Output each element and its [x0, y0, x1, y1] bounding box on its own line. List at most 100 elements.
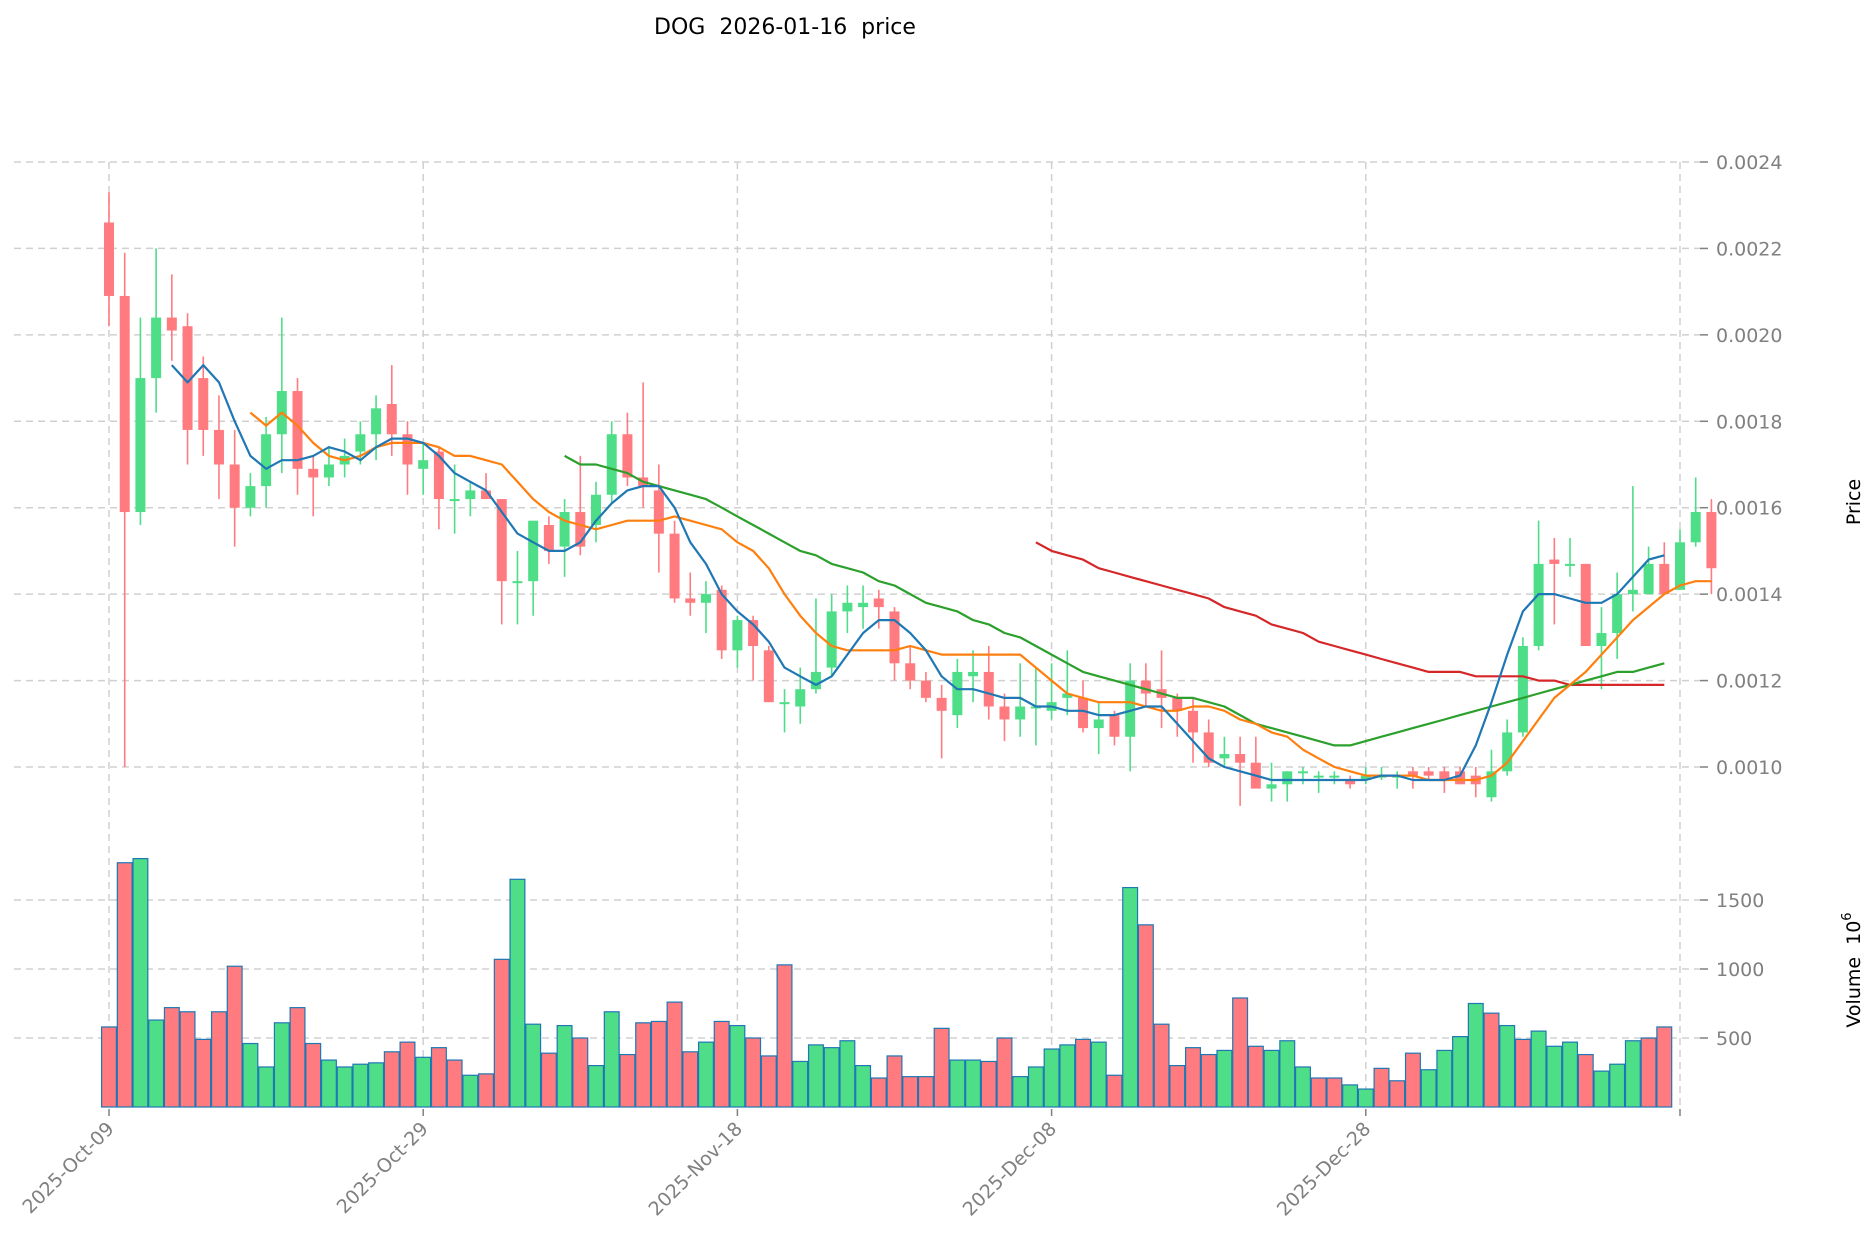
volume-bar: [1043, 1048, 1060, 1108]
volume-bar: [1169, 1064, 1186, 1108]
volume-bar: [1389, 1080, 1406, 1108]
volume-bar: [179, 1011, 196, 1108]
candle: [465, 481, 476, 517]
candle: [433, 447, 444, 530]
volume-bars: [100, 857, 1673, 1108]
volume-bar: [258, 1066, 275, 1108]
candle: [1250, 736, 1261, 789]
candle: [1423, 767, 1434, 780]
candle: [1690, 477, 1701, 547]
price-y-axis: 0.0010 0.0012 0.0014 0.0016 0.0018 0.0020 0.00…: [1700, 152, 1782, 779]
volume-bar: [1184, 1047, 1201, 1108]
price-tick-label: 0.0022: [1716, 238, 1782, 260]
volume-bar: [305, 1042, 322, 1108]
volume-bar: [1200, 1053, 1217, 1108]
volume-bar: [289, 1007, 306, 1108]
volume-bar: [839, 1040, 856, 1108]
candle: [1140, 663, 1151, 707]
volume-tick-label: 1500: [1716, 890, 1764, 912]
candle: [1345, 775, 1356, 789]
volume-bar: [588, 1064, 605, 1108]
volume-bar: [1609, 1063, 1626, 1108]
volume-bar: [1593, 1070, 1610, 1108]
volume-bar: [493, 958, 510, 1108]
volume-bar: [807, 1044, 824, 1108]
price-tick-label: 0.0024: [1716, 152, 1782, 174]
candle: [166, 274, 177, 361]
volume-bar: [682, 1051, 699, 1108]
candle: [873, 589, 884, 629]
x-tick-label: 2025-Dec-28: [1273, 1118, 1376, 1221]
candle: [213, 395, 224, 500]
candle: [135, 317, 146, 525]
volume-bar: [713, 1020, 730, 1108]
volume-bar: [1294, 1066, 1311, 1108]
volume-bar: [1263, 1049, 1280, 1108]
ma30-line: [564, 454, 1665, 747]
candle: [591, 481, 602, 543]
volume-bar: [415, 1056, 432, 1108]
candle: [1407, 767, 1418, 789]
volume-bar: [760, 1055, 777, 1108]
candle: [889, 607, 900, 681]
candle: [1517, 637, 1528, 737]
volume-bar: [1577, 1053, 1594, 1108]
candle: [276, 317, 287, 474]
x-tick-label: 2025-Dec-08: [959, 1118, 1062, 1221]
candle: [1078, 680, 1089, 733]
candle: [575, 455, 586, 556]
candle: [1109, 710, 1120, 746]
volume-bar: [210, 1011, 227, 1108]
x-tick-label: 2025-Oct-29: [333, 1118, 433, 1218]
candle: [323, 447, 334, 487]
candle: [559, 499, 570, 577]
candle: [1533, 520, 1544, 651]
volume-bar: [399, 1041, 416, 1108]
candle: [1392, 771, 1403, 789]
candle: [182, 313, 193, 465]
volume-bar: [525, 1023, 542, 1108]
candle: [1565, 537, 1576, 577]
price-tick-label: 0.0010: [1716, 757, 1782, 779]
price-tick-label: 0.0012: [1716, 671, 1782, 693]
candle: [1266, 762, 1277, 802]
volume-bar: [729, 1024, 746, 1108]
x-tick-label: 2025-Oct-09: [18, 1118, 118, 1218]
volume-bar: [1027, 1066, 1044, 1108]
candle: [1706, 499, 1717, 595]
volume-bar: [556, 1024, 573, 1108]
volume-bar: [383, 1051, 400, 1108]
volume-bar: [1357, 1088, 1374, 1108]
volume-bar: [980, 1060, 997, 1108]
candle: [1219, 736, 1230, 767]
candle: [528, 520, 539, 616]
candle: [1329, 771, 1340, 785]
volume-bar: [1562, 1041, 1579, 1108]
volume-bar: [320, 1059, 337, 1108]
candle: [810, 598, 821, 694]
candle: [386, 365, 397, 456]
volume-bar: [195, 1038, 212, 1108]
volume-bar: [352, 1063, 369, 1108]
volume-bar: [1624, 1040, 1641, 1108]
ma10-line: [249, 411, 1712, 782]
candle: [418, 442, 429, 495]
volume-bar: [917, 1076, 934, 1108]
volume-bar: [1326, 1077, 1343, 1108]
volume-bar: [1483, 1012, 1500, 1108]
moving-average-lines: [170, 364, 1712, 782]
candle: [999, 693, 1010, 742]
candle: [748, 615, 759, 681]
candle: [308, 455, 319, 517]
volume-bar: [1514, 1038, 1531, 1108]
candle: [1062, 650, 1073, 716]
candle: [936, 684, 947, 759]
candle: [826, 594, 837, 677]
candle: [1156, 650, 1167, 729]
volume-bar: [540, 1052, 557, 1108]
volume-bar: [823, 1047, 840, 1108]
price-tick-label: 0.0016: [1716, 498, 1782, 520]
candle: [983, 646, 994, 720]
x-axis: 2025-Oct-09 2025-Oct-29 2025-Nov-18 2025-De…: [18, 1109, 1681, 1221]
volume-bar: [1012, 1076, 1029, 1108]
